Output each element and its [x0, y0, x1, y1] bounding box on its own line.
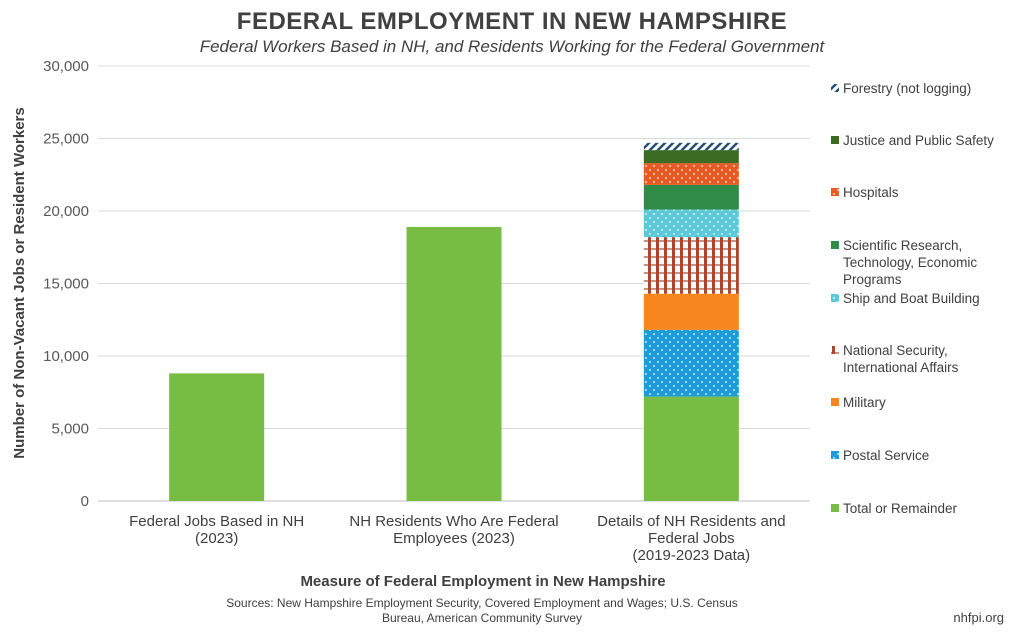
legend-swatch [831, 398, 839, 406]
category-label: Employees (2023) [393, 530, 515, 547]
category-label: Federal Jobs [648, 530, 735, 547]
bar-segment-postal-service [643, 329, 739, 397]
legend-swatch [831, 136, 839, 144]
legend-label: International Affairs [843, 360, 959, 375]
bar-segment-military [643, 293, 739, 330]
category-label: (2019-2023 Data) [633, 547, 751, 564]
legend-label: Ship and Boat Building [843, 291, 980, 306]
bar-segment-total-or-remainder [643, 396, 739, 501]
legend-swatch [831, 294, 839, 302]
category-label: (2023) [195, 530, 238, 547]
sources-note: Sources: New Hampshire Employment Securi… [226, 596, 738, 625]
x-axis-title: Measure of Federal Employment in New Ham… [300, 573, 665, 590]
bar-segment-total-or-remainder [406, 226, 502, 501]
y-tick-label: 5,000 [51, 421, 89, 438]
legend-label: Scientific Research, [843, 238, 962, 253]
chart-title: FEDERAL EMPLOYMENT IN NEW HAMPSHIRE [236, 8, 788, 35]
legend-swatch [831, 451, 839, 459]
y-tick-label: 0 [81, 493, 89, 510]
bar-segment-ship-and-boat-building [643, 209, 739, 238]
bar-segment-forestry-not-logging [643, 142, 739, 151]
y-tick-label: 20,000 [43, 203, 89, 220]
bar-segment-scientific-research-technology-economic-programs [643, 184, 739, 210]
legend-label: Programs [843, 272, 902, 287]
brand-label: nhfpi.org [953, 610, 1004, 625]
legend-label: Forestry (not logging) [843, 81, 971, 96]
bar-segment-total-or-remainder [169, 373, 265, 501]
category-label: Federal Jobs Based in NH [129, 513, 304, 530]
legend-label: Justice and Public Safety [843, 133, 994, 148]
bar-segment-hospitals [643, 163, 739, 185]
legend-label: National Security, [843, 343, 948, 358]
legend-swatch [831, 84, 839, 92]
legend-swatch [831, 346, 839, 354]
legend-label: Postal Service [843, 448, 929, 463]
legend-swatch [831, 188, 839, 196]
chart-subtitle: Federal Workers Based in NH, and Residen… [199, 37, 825, 56]
legend-label: Military [843, 395, 886, 410]
legend-label: Total or Remainder [843, 501, 958, 516]
y-tick-label: 30,000 [43, 58, 89, 75]
legend-swatch [831, 241, 839, 249]
y-axis-title: Number of Non-Vacant Jobs or Resident Wo… [11, 107, 28, 458]
y-tick-label: 10,000 [43, 348, 89, 365]
legend-label: Technology, Economic [843, 255, 977, 270]
category-label: NH Residents Who Are Federal [349, 513, 558, 530]
legend-label: Hospitals [843, 185, 899, 200]
bar-segment-national-security-international-affairs [643, 237, 739, 294]
legend-swatch [831, 504, 839, 512]
category-label: Details of NH Residents and [597, 513, 785, 530]
y-tick-label: 25,000 [43, 131, 89, 148]
y-tick-label: 15,000 [43, 276, 89, 293]
bar-segment-justice-and-public-safety [643, 150, 739, 164]
